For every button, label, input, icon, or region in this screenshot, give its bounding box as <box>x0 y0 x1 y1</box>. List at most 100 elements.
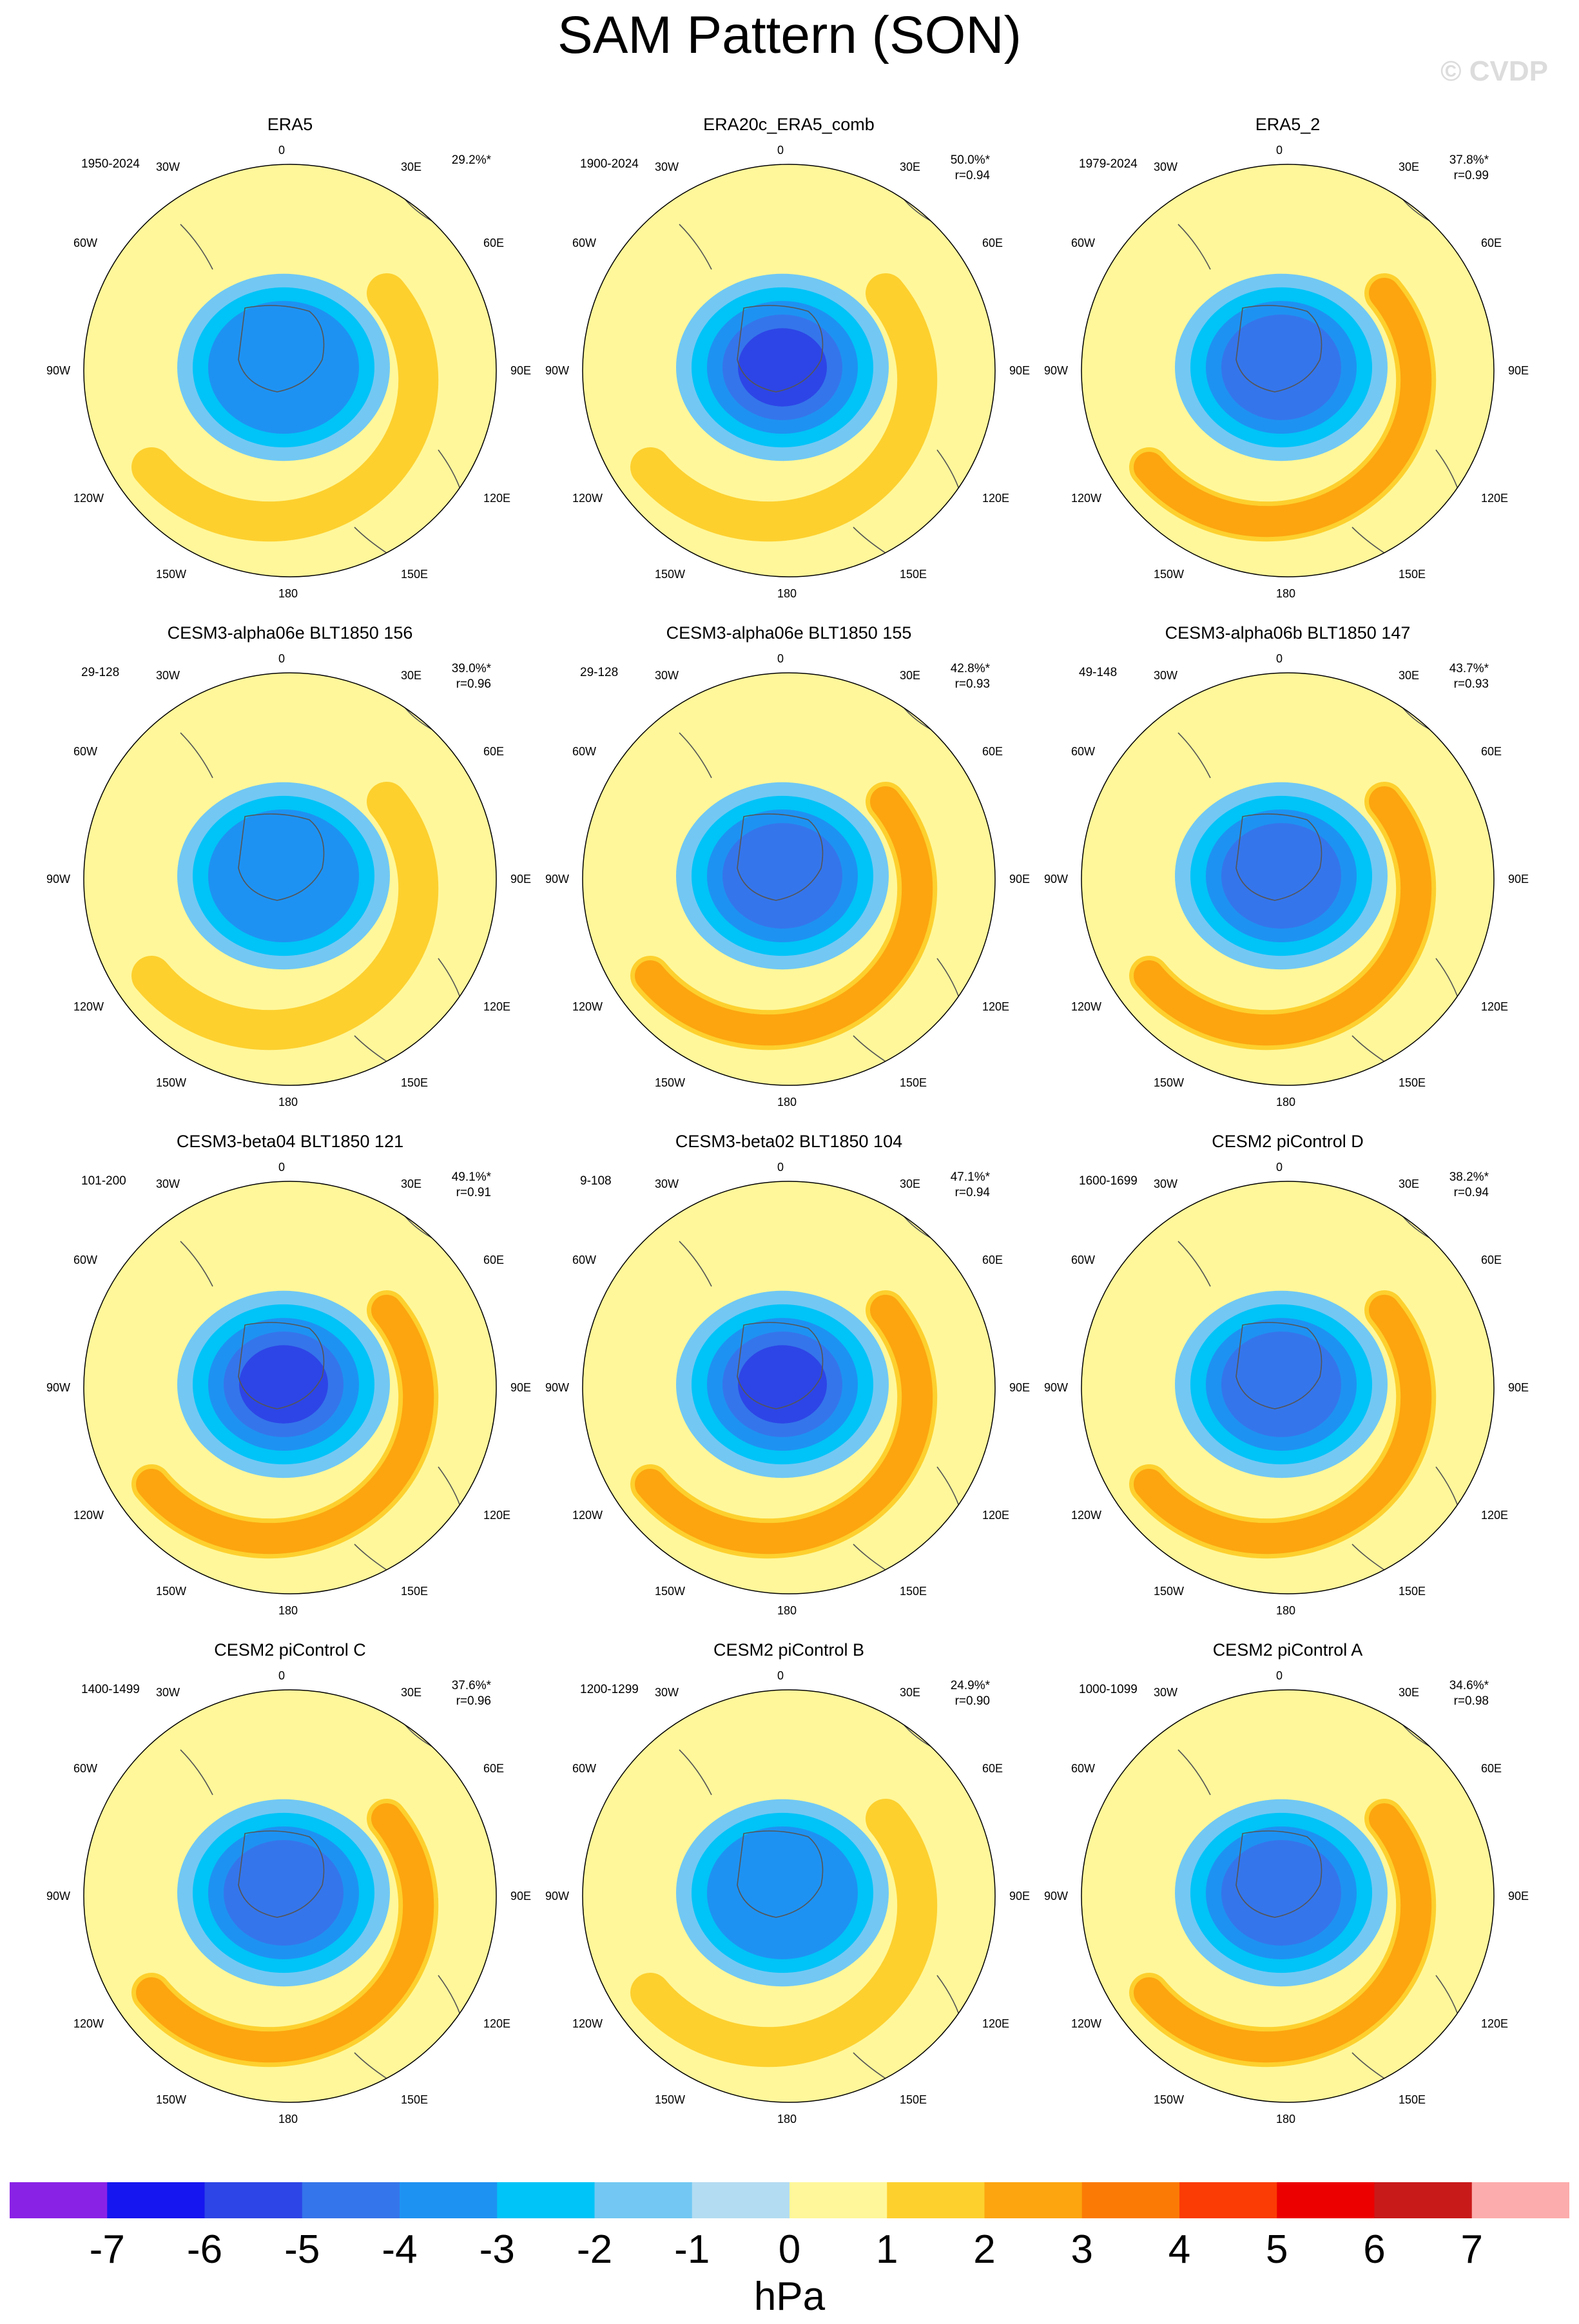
panel-period: 29-128 <box>81 666 120 679</box>
coastline <box>238 813 325 901</box>
longitude-label: 30W <box>655 1686 679 1699</box>
longitude-label: 30W <box>655 1177 679 1190</box>
coastline <box>1235 1830 1322 1918</box>
positive-anomaly-band <box>1134 786 1432 1046</box>
longitude-label: 60W <box>1071 745 1096 758</box>
pattern-correlation: r=0.99 <box>1453 169 1489 182</box>
longitude-label: 30E <box>401 1177 422 1190</box>
longitude-label: 180 <box>278 2113 298 2125</box>
longitude-label: 150W <box>156 2093 187 2106</box>
colorbar-tick-label: 5 <box>1266 2227 1288 2272</box>
coastline <box>1351 1035 1385 1062</box>
panel-title: CESM2 piControl B <box>713 1640 865 1660</box>
explained-variance: 43.7%* <box>1449 662 1489 675</box>
longitude-label: 150W <box>156 1585 187 1598</box>
longitude-label: 30W <box>156 669 180 682</box>
longitude-label: 120W <box>73 492 104 505</box>
longitude-label: 30W <box>1154 1177 1178 1190</box>
longitude-label: 150E <box>401 1585 429 1598</box>
colorbar-tick-label: -5 <box>284 2227 320 2272</box>
colorbar <box>10 2182 1569 2218</box>
longitude-label: 30E <box>1399 669 1420 682</box>
longitude-label: 60W <box>73 237 98 249</box>
longitude-label: 150W <box>1154 1076 1185 1089</box>
positive-anomaly-band <box>131 273 439 542</box>
coastline <box>354 527 387 554</box>
map-panel: ERA5 1950-2024 29.2%* 0 30E 60E 90E 120E 150E 180… <box>46 115 532 600</box>
longitude-label: 60W <box>1071 1762 1096 1775</box>
polar-map <box>582 1181 996 1594</box>
colorbar-tick-label: -7 <box>89 2227 125 2272</box>
panel-title: CESM3-alpha06b BLT1850 147 <box>1165 623 1411 643</box>
coastline <box>238 305 325 392</box>
colorbar-swatch <box>497 2182 595 2218</box>
page-title: SAM Pattern (SON) <box>557 6 1022 64</box>
longitude-label: 120W <box>572 492 603 505</box>
longitude-label: 0 <box>278 144 286 157</box>
explained-variance: 24.9%* <box>950 1679 990 1692</box>
longitude-label: 120W <box>572 2017 603 2030</box>
longitude-label: 60W <box>73 1254 98 1266</box>
longitude-label: 180 <box>1276 1096 1296 1109</box>
panel-period: 49-148 <box>1079 666 1118 679</box>
longitude-label: 120W <box>1071 1000 1102 1013</box>
longitude-label: 180 <box>777 587 797 600</box>
negative-anomaly-contour <box>1221 823 1341 929</box>
longitude-label: 30W <box>1154 669 1178 682</box>
colorbar-swatch <box>204 2182 303 2218</box>
longitude-label: 180 <box>278 1604 298 1617</box>
longitude-label: 90E <box>1009 364 1031 377</box>
longitude-label: 60E <box>483 1762 505 1775</box>
coastline <box>1177 1241 1211 1287</box>
explained-variance: 34.6%* <box>1449 1679 1489 1692</box>
longitude-label: 30E <box>900 669 921 682</box>
longitude-label: 150E <box>1399 2093 1426 2106</box>
longitude-label: 120E <box>982 2017 1010 2030</box>
longitude-label: 90E <box>1508 873 1529 886</box>
longitude-label: 120E <box>483 1000 511 1013</box>
negative-anomaly-contour <box>208 809 359 942</box>
map-boundary <box>1081 1689 1495 2103</box>
longitude-label: 0 <box>278 1161 286 1174</box>
colorbar-swatch <box>400 2182 498 2218</box>
longitude-label: 90E <box>510 1381 532 1394</box>
panel-title: CESM2 piControl D <box>1212 1132 1364 1151</box>
longitude-label: 90E <box>510 364 532 377</box>
coastline <box>238 1322 325 1409</box>
explained-variance: 50.0%* <box>950 153 990 167</box>
longitude-label: 90E <box>1009 873 1031 886</box>
coastline <box>737 1322 824 1409</box>
panel-title: CESM3-alpha06e BLT1850 155 <box>666 623 912 643</box>
longitude-label: 60W <box>73 745 98 758</box>
coastline <box>180 1749 213 1796</box>
map-panel: CESM2 piControl C 1400-1499 37.6%* r=0.96 0 3… <box>46 1640 531 2125</box>
colorbar-swatch <box>887 2182 985 2218</box>
longitude-label: 60W <box>572 1254 597 1266</box>
longitude-label: 90W <box>1044 1890 1069 1903</box>
longitude-label: 0 <box>1276 652 1283 665</box>
watermark: © CVDP <box>1440 55 1548 87</box>
longitude-label: 180 <box>1276 1604 1296 1617</box>
longitude-label: 180 <box>777 2113 797 2125</box>
coastline <box>853 527 886 554</box>
negative-anomaly-contour <box>707 1826 858 1959</box>
longitude-label: 150E <box>900 1076 927 1089</box>
colorbar-tick-label: -2 <box>576 2227 613 2272</box>
longitude-label: 30W <box>1154 160 1178 173</box>
longitude-label: 0 <box>777 1161 784 1174</box>
negative-anomaly-contour <box>1221 1331 1341 1437</box>
longitude-label: 60W <box>572 1762 597 1775</box>
map-panel: ERA5_2 1979-2024 37.8%* r=0.99 0 30E 60E 90E 120… <box>1044 115 1529 600</box>
longitude-label: 120W <box>1071 1509 1102 1522</box>
explained-variance: 47.1%* <box>950 1170 990 1184</box>
coastline <box>238 1830 325 1918</box>
longitude-label: 90W <box>46 1381 71 1394</box>
panel-period: 1600-1699 <box>1079 1174 1138 1188</box>
longitude-label: 120E <box>483 1509 511 1522</box>
longitude-label: 180 <box>1276 2113 1296 2125</box>
panel-period: 1950-2024 <box>81 157 140 171</box>
longitude-label: 120E <box>1481 2017 1509 2030</box>
longitude-label: 90W <box>545 1381 570 1394</box>
longitude-label: 60W <box>572 745 597 758</box>
longitude-label: 60E <box>483 237 505 249</box>
